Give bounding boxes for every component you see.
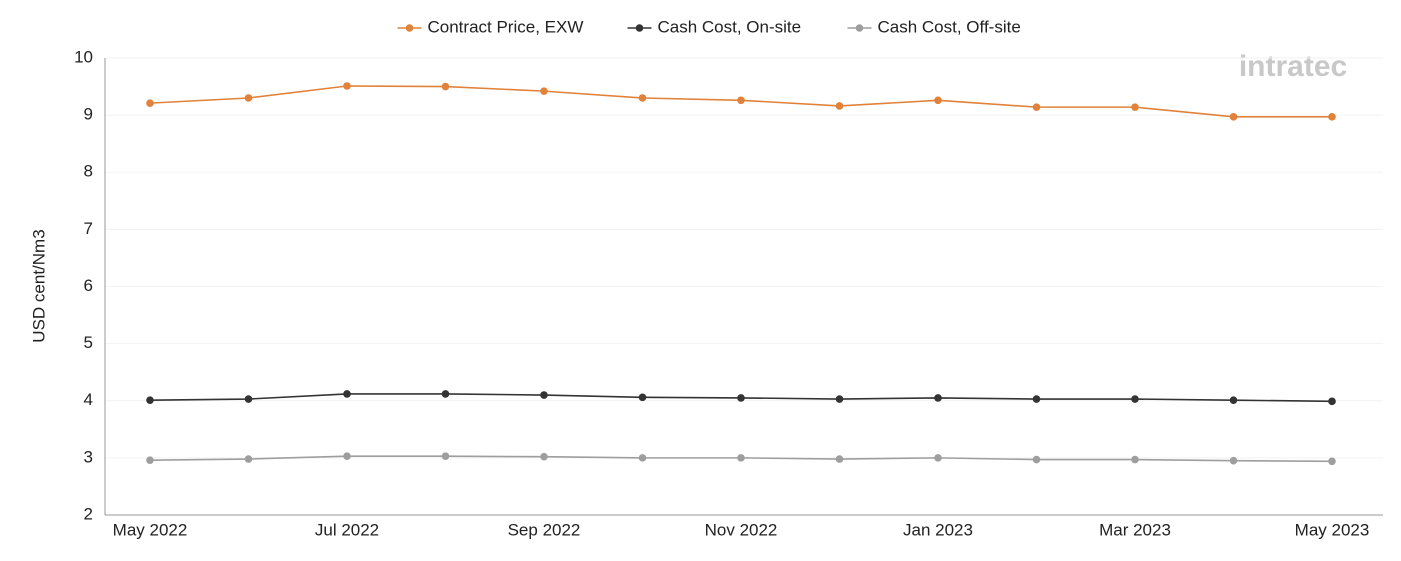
y-tick-label: 8 bbox=[84, 162, 93, 181]
point bbox=[244, 455, 253, 463]
legend-marker bbox=[405, 24, 414, 32]
y-tick-label: 2 bbox=[84, 504, 93, 523]
point bbox=[835, 102, 844, 110]
point bbox=[343, 390, 351, 398]
point bbox=[1131, 395, 1139, 403]
point bbox=[146, 396, 154, 404]
x-tick-label: Mar 2023 bbox=[1099, 520, 1171, 539]
point bbox=[1032, 103, 1041, 111]
point bbox=[737, 394, 745, 402]
x-tick-label: May 2022 bbox=[113, 520, 188, 539]
point bbox=[1328, 113, 1336, 121]
point bbox=[540, 452, 548, 461]
point bbox=[835, 455, 844, 463]
point bbox=[1032, 455, 1041, 464]
point bbox=[343, 452, 351, 460]
point bbox=[835, 395, 844, 403]
legend-label: Cash Cost, Off-site bbox=[878, 17, 1021, 36]
point bbox=[737, 96, 745, 105]
x-tick-label: Sep 2022 bbox=[508, 520, 581, 539]
point bbox=[1131, 103, 1139, 111]
point bbox=[1328, 457, 1336, 466]
legend-label: Contract Price, EXW bbox=[428, 17, 584, 36]
point bbox=[1328, 397, 1336, 406]
point bbox=[441, 82, 450, 91]
logo: intratec bbox=[1239, 50, 1347, 83]
point bbox=[244, 94, 253, 102]
legend-label: Cash Cost, On-site bbox=[658, 17, 802, 36]
point bbox=[638, 393, 647, 402]
point bbox=[244, 395, 253, 403]
point bbox=[1131, 455, 1139, 464]
point bbox=[934, 96, 942, 105]
x-tick-label: Jul 2022 bbox=[315, 520, 379, 539]
point bbox=[1229, 113, 1238, 121]
y-axis-label: USD cent/Nm3 bbox=[29, 229, 48, 342]
point bbox=[540, 87, 548, 95]
y-tick-label: 9 bbox=[84, 105, 93, 124]
point bbox=[146, 99, 154, 107]
point bbox=[1229, 396, 1238, 404]
point bbox=[441, 390, 450, 398]
y-tick-label: 3 bbox=[84, 447, 93, 466]
point bbox=[1032, 395, 1041, 403]
y-tick-label: 10 bbox=[74, 47, 93, 66]
y-tick-label: 7 bbox=[84, 219, 93, 238]
y-tick-label: 5 bbox=[84, 333, 93, 352]
point bbox=[540, 391, 548, 399]
point bbox=[1229, 456, 1238, 465]
y-tick-label: 4 bbox=[84, 390, 93, 409]
legend-marker bbox=[855, 24, 864, 32]
point bbox=[441, 452, 450, 460]
point bbox=[934, 394, 942, 402]
x-tick-label: Jan 2023 bbox=[903, 520, 973, 539]
y-tick-label: 6 bbox=[84, 276, 93, 295]
point bbox=[343, 82, 351, 90]
point bbox=[934, 454, 942, 462]
point bbox=[638, 94, 647, 102]
x-tick-label: Nov 2022 bbox=[705, 520, 778, 539]
point bbox=[638, 454, 647, 462]
x-tick-label: May 2023 bbox=[1295, 520, 1370, 539]
legend-marker bbox=[635, 24, 644, 32]
point bbox=[737, 454, 745, 462]
point bbox=[146, 456, 154, 464]
